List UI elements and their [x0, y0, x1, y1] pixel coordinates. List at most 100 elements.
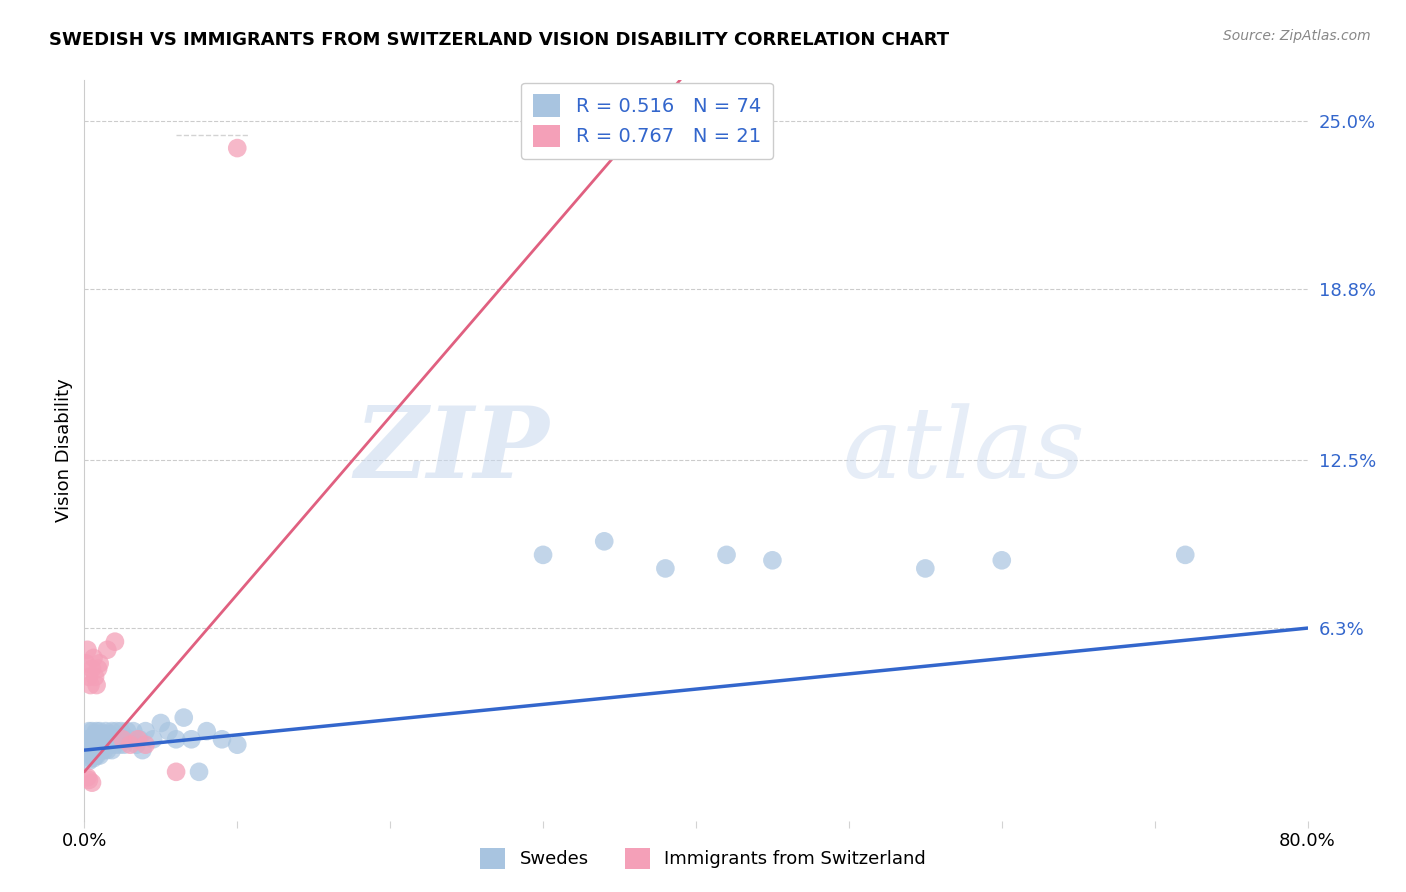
Point: [531, 548, 554, 562]
Point: [79, 732, 101, 747]
Point: [103, 732, 125, 747]
Text: atlas: atlas: [842, 403, 1085, 498]
Point: [112, 738, 135, 752]
Point: [127, 732, 149, 747]
Point: [96, 732, 118, 747]
Point: [80, 775, 103, 789]
Point: [104, 634, 127, 648]
Text: SWEDISH VS IMMIGRANTS FROM SWITZERLAND VISION DISABILITY CORRELATION CHART: SWEDISH VS IMMIGRANTS FROM SWITZERLAND V…: [49, 31, 949, 49]
Point: [105, 724, 128, 739]
Text: Source: ZipAtlas.com: Source: ZipAtlas.com: [1223, 29, 1371, 43]
Point: [211, 732, 233, 747]
Point: [165, 764, 187, 779]
Legend: Swedes, Immigrants from Switzerland: Swedes, Immigrants from Switzerland: [472, 840, 934, 876]
Point: [90, 743, 112, 757]
Point: [991, 553, 1014, 567]
Point: [89, 724, 111, 739]
Point: [84, 738, 107, 752]
Point: [1174, 548, 1197, 562]
Point: [173, 710, 195, 724]
Point: [87, 662, 110, 676]
Point: [80, 662, 103, 676]
Point: [97, 727, 120, 741]
Point: [86, 748, 108, 763]
Point: [89, 738, 111, 752]
Point: [84, 727, 107, 741]
Point: [97, 738, 120, 752]
Point: [115, 724, 138, 739]
Point: [89, 657, 111, 671]
Point: [91, 727, 114, 741]
Point: [86, 724, 108, 739]
Point: [75, 657, 97, 671]
Point: [90, 732, 112, 747]
Point: [83, 651, 105, 665]
Point: [120, 738, 142, 752]
Point: [79, 743, 101, 757]
Point: [76, 738, 98, 752]
Point: [86, 678, 108, 692]
Point: [76, 770, 98, 784]
Point: [91, 738, 114, 752]
Point: [120, 732, 142, 747]
Point: [83, 743, 105, 757]
Point: [89, 748, 111, 763]
Point: [76, 746, 98, 760]
Point: [157, 724, 180, 739]
Point: [165, 732, 187, 747]
Point: [76, 642, 98, 657]
Point: [135, 724, 157, 739]
Point: [87, 732, 110, 747]
Point: [914, 561, 936, 575]
Point: [108, 738, 131, 752]
Point: [125, 738, 148, 752]
Point: [226, 738, 249, 752]
Point: [101, 724, 124, 739]
Point: [80, 748, 103, 763]
Point: [80, 724, 103, 739]
Point: [593, 534, 616, 549]
Point: [93, 732, 115, 747]
Point: [80, 738, 103, 752]
Point: [94, 724, 117, 739]
Point: [716, 548, 738, 562]
Point: [86, 738, 108, 752]
Point: [93, 743, 115, 757]
Point: [761, 553, 783, 567]
Point: [110, 724, 132, 739]
Point: [77, 743, 100, 757]
Text: ZIP: ZIP: [354, 402, 550, 499]
Point: [654, 561, 676, 575]
Point: [149, 716, 172, 731]
Point: [107, 732, 129, 747]
Point: [142, 732, 165, 747]
Point: [77, 754, 100, 768]
Point: [77, 724, 100, 739]
Point: [131, 743, 153, 757]
Point: [77, 670, 100, 684]
Point: [94, 738, 117, 752]
Point: [180, 732, 202, 747]
Point: [111, 732, 134, 747]
Point: [188, 764, 211, 779]
Y-axis label: Vision Disability: Vision Disability: [55, 378, 73, 523]
Point: [101, 743, 124, 757]
Point: [79, 751, 101, 765]
Point: [128, 732, 150, 747]
Point: [98, 732, 121, 747]
Point: [226, 141, 249, 155]
Point: [195, 724, 218, 739]
Point: [104, 738, 127, 752]
Point: [83, 732, 105, 747]
Point: [111, 732, 134, 747]
Point: [135, 738, 157, 752]
Legend: R = 0.516   N = 74, R = 0.767   N = 21: R = 0.516 N = 74, R = 0.767 N = 21: [522, 83, 773, 159]
Point: [87, 743, 110, 757]
Point: [84, 670, 107, 684]
Point: [96, 642, 118, 657]
Point: [83, 751, 105, 765]
Point: [79, 678, 101, 692]
Point: [122, 724, 145, 739]
Point: [75, 732, 97, 747]
Point: [84, 748, 107, 763]
